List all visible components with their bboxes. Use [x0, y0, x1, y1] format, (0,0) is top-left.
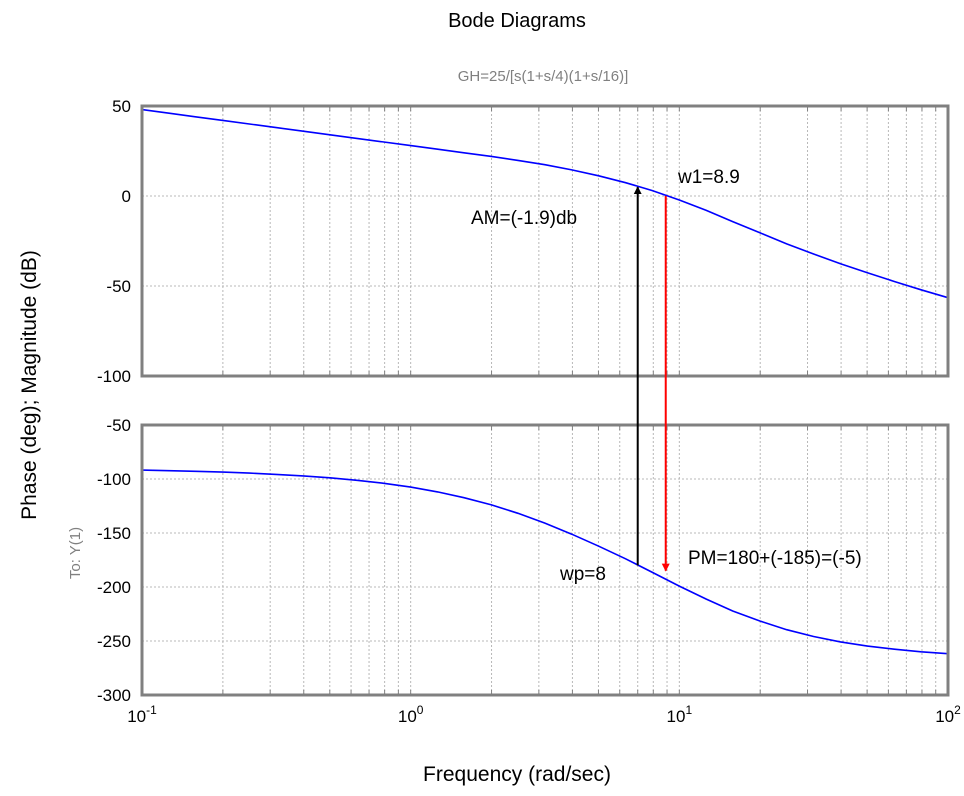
chart-title: Bode Diagrams — [448, 10, 586, 32]
y-tick-label-phase: -100 — [97, 470, 131, 489]
y-tick-label-magnitude: 50 — [112, 97, 131, 116]
annotation-pm: PM=180+(-185)=(-5) — [688, 548, 862, 569]
y-tick-label-phase: -250 — [97, 632, 131, 651]
y-tick-label-phase: -300 — [97, 686, 131, 705]
x-axis-label: Frequency (rad/sec) — [423, 763, 611, 786]
y-tick-label-magnitude: 0 — [122, 187, 131, 206]
chart-subtitle: GH=25/[s(1+s/4)(1+s/16)] — [458, 68, 629, 85]
annotation-w1: w1=8.9 — [677, 167, 740, 188]
io-label: To: Y(1) — [67, 527, 84, 579]
phase-axes-frame — [140, 423, 950, 697]
phase-curve — [141, 469, 949, 655]
y-tick-label-magnitude: -50 — [106, 277, 131, 296]
y-tick-label-phase: -50 — [106, 416, 131, 435]
x-tick-label: 10-1 — [127, 703, 157, 726]
x-tick-label: 101 — [667, 703, 693, 726]
x-tick-label: 100 — [398, 703, 424, 726]
x-tick-label: 102 — [935, 703, 961, 726]
magnitude-curve — [141, 108, 949, 299]
annotation-am: AM=(-1.9)db — [471, 208, 577, 229]
y-tick-label-phase: -200 — [97, 578, 131, 597]
magnitude-axes-frame — [140, 104, 950, 378]
annotation-wp: wp=8 — [559, 564, 606, 585]
y-axis-label: Phase (deg); Magnitude (dB) — [18, 250, 41, 520]
y-tick-label-phase: -150 — [97, 524, 131, 543]
y-tick-label-magnitude: -100 — [97, 367, 131, 386]
